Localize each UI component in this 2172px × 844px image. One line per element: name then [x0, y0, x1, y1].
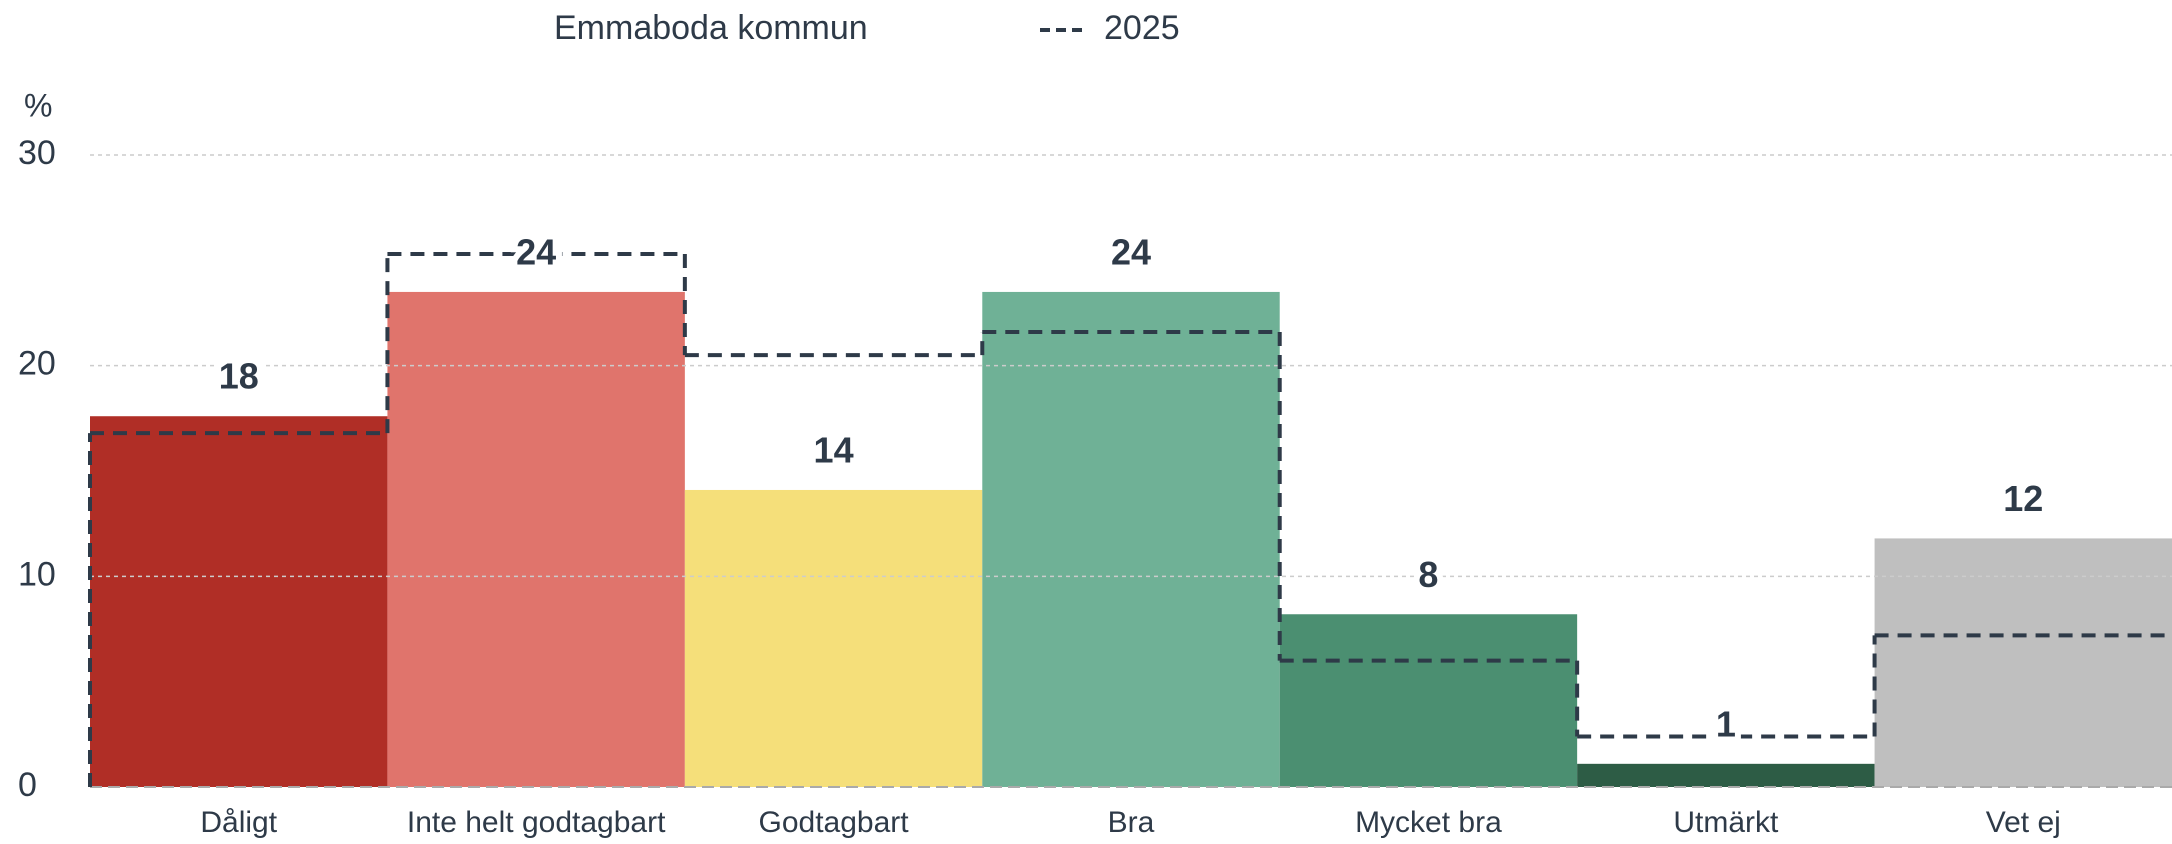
y-axis-label: % — [24, 87, 52, 123]
bar — [90, 416, 388, 787]
y-tick-label: 30 — [18, 134, 56, 172]
x-tick-label: Bra — [1108, 806, 1155, 839]
x-tick-label: Vet ej — [1986, 806, 2061, 839]
data-label: 1 — [1716, 703, 1736, 744]
bar — [684, 489, 983, 787]
x-tick-label: Godtagbart — [759, 806, 910, 839]
x-tick-label: Utmärkt — [1673, 806, 1779, 839]
data-label: 24 — [516, 231, 556, 272]
bar — [1577, 763, 1875, 787]
data-label: 12 — [2003, 478, 2043, 519]
y-tick-label: 0 — [18, 766, 37, 804]
y-tick-label: 20 — [18, 345, 56, 383]
legend-label: 2025 — [1104, 9, 1180, 47]
y-tick-label: 10 — [18, 555, 56, 593]
bar — [1874, 538, 2172, 787]
bar — [1279, 614, 1578, 787]
data-label: 24 — [1111, 231, 1151, 272]
data-label: 8 — [1418, 554, 1438, 595]
legend-label: Emmaboda kommun — [554, 9, 868, 47]
bar — [387, 291, 685, 787]
x-tick-label: Dåligt — [200, 806, 277, 839]
x-tick-label: Inte helt godtagbart — [407, 806, 666, 839]
data-label: 14 — [814, 429, 854, 470]
bar — [982, 291, 1280, 787]
x-tick-label: Mycket bra — [1355, 806, 1502, 839]
data-label: 18 — [219, 356, 259, 397]
